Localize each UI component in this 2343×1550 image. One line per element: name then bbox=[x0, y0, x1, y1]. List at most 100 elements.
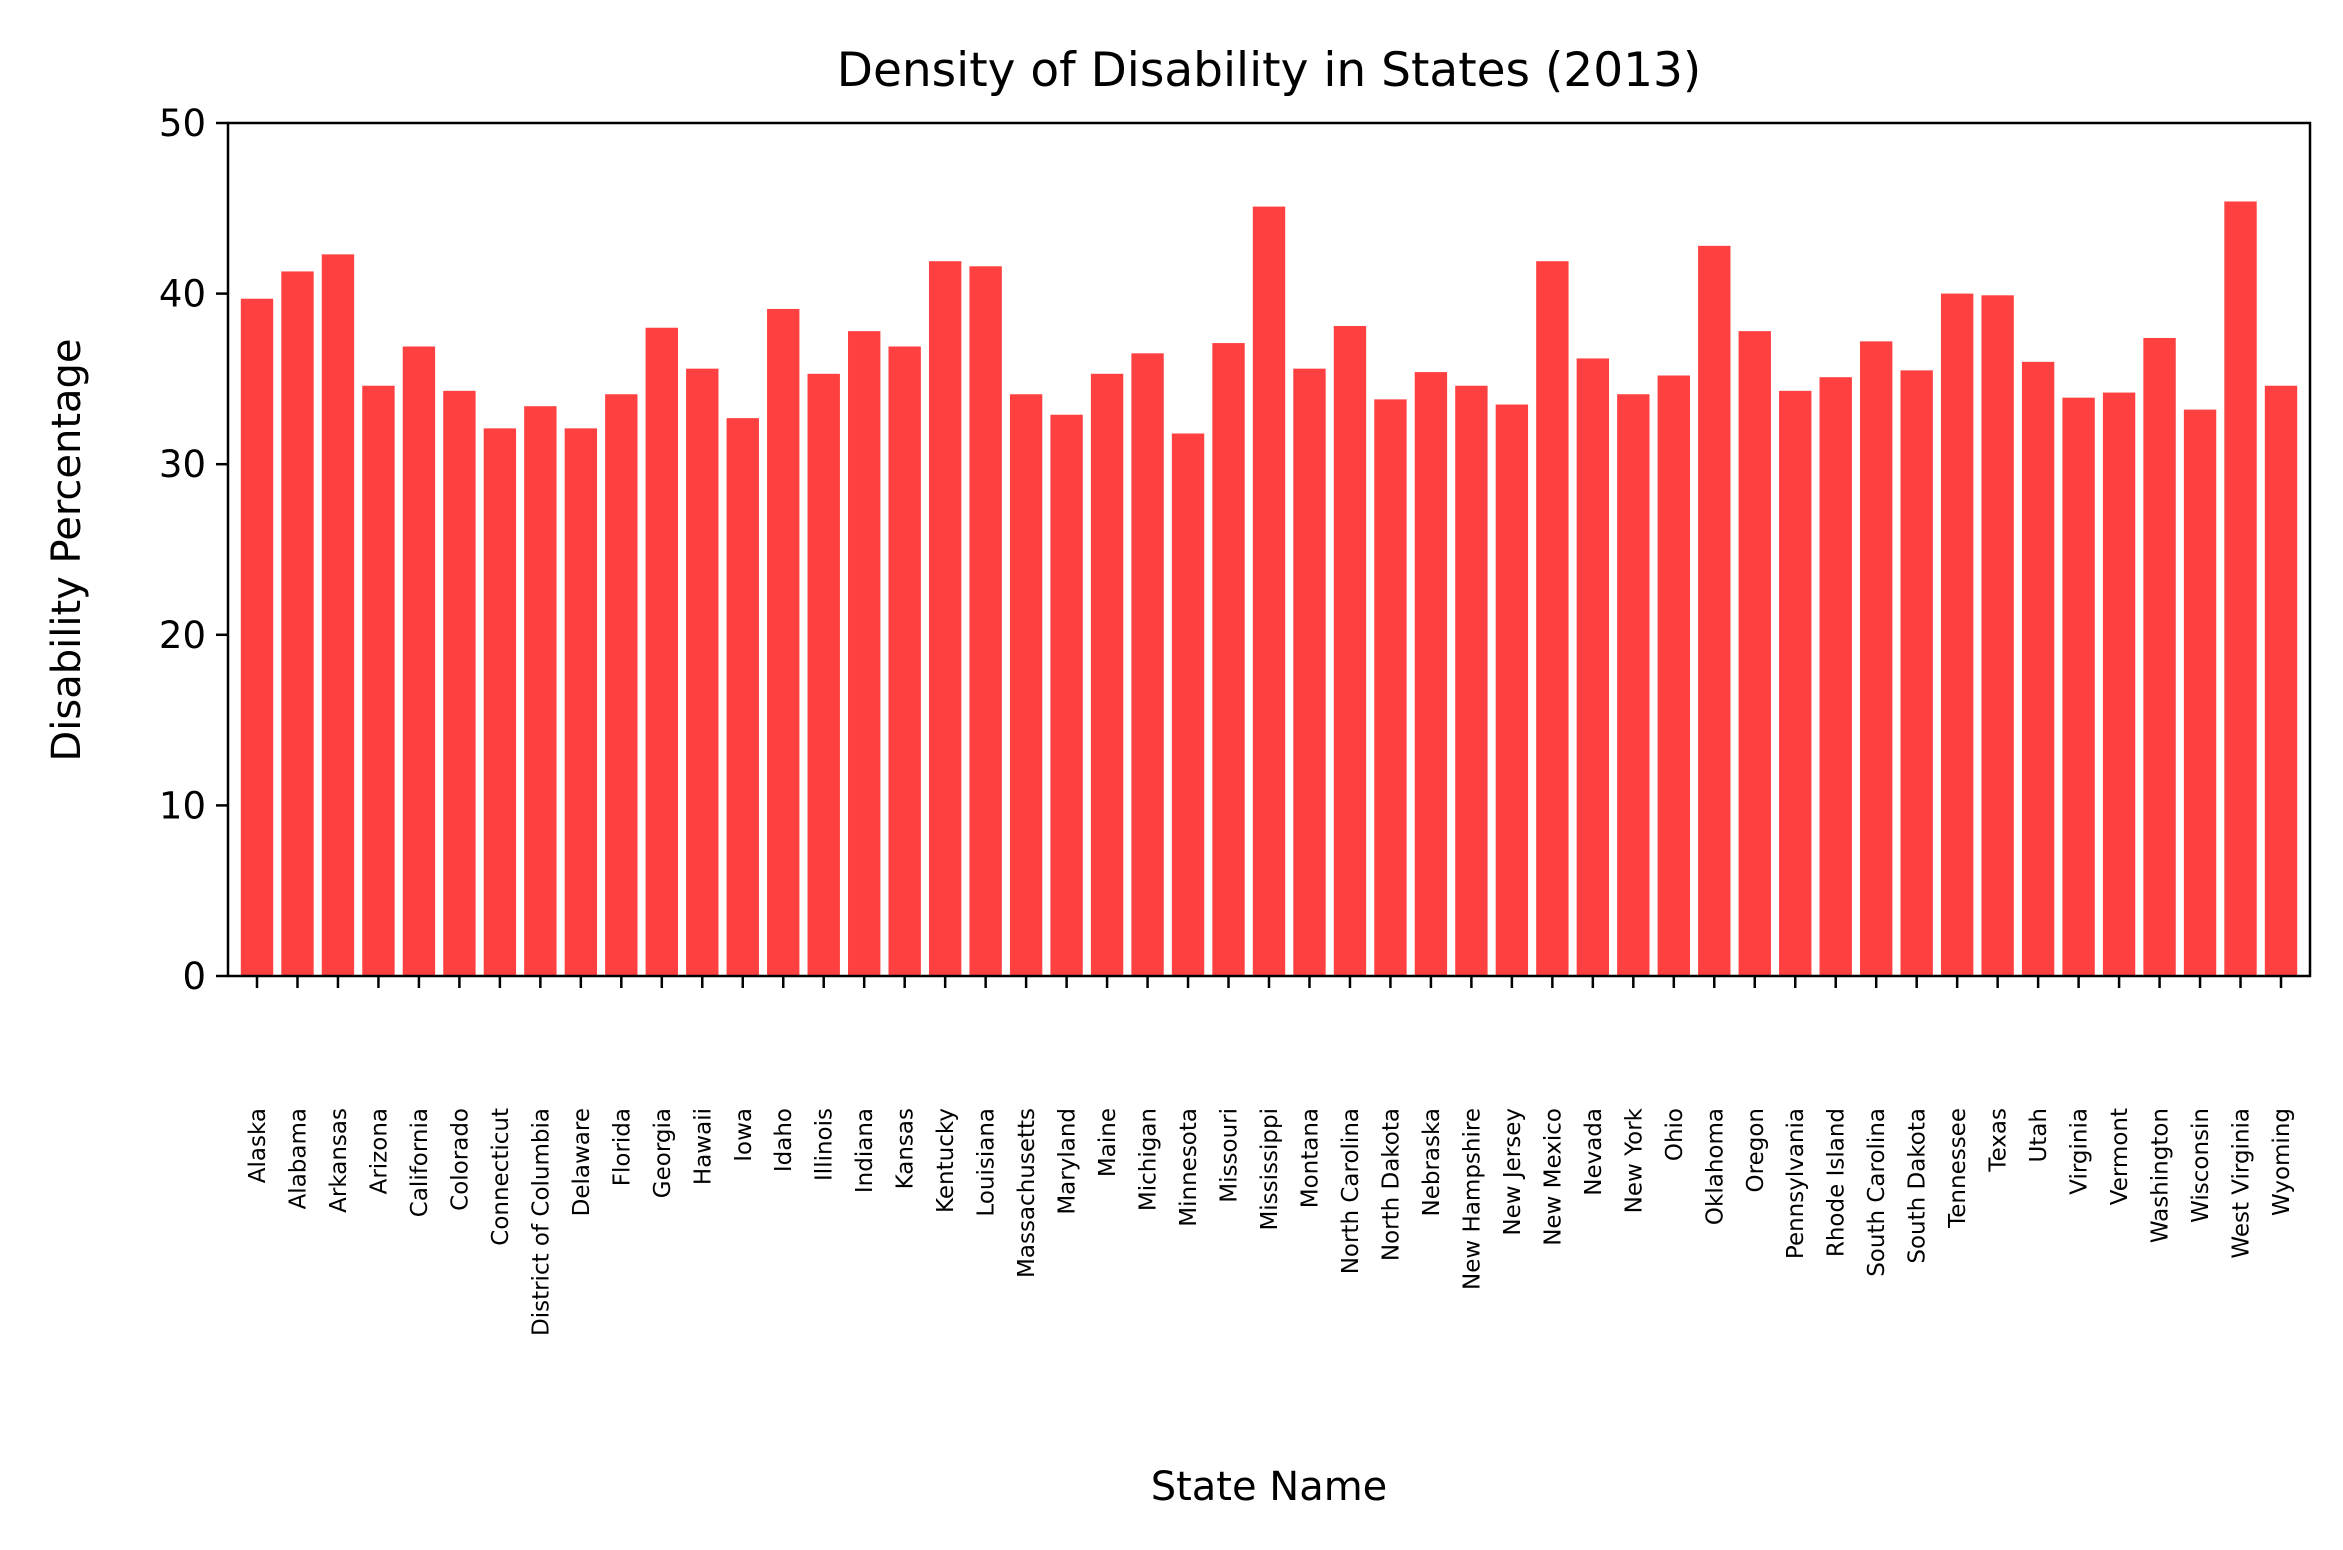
x-tick-label: New Hampshire bbox=[1459, 1108, 1485, 1290]
bar bbox=[848, 331, 881, 976]
bar bbox=[1171, 433, 1205, 976]
x-tick-label: Florida bbox=[609, 1108, 635, 1186]
bar bbox=[2062, 397, 2095, 976]
x-tick-label: Nevada bbox=[1581, 1108, 1607, 1196]
bar bbox=[726, 418, 759, 976]
x-tick-label: New Jersey bbox=[1500, 1108, 1526, 1236]
x-tick-label: Pennsylvania bbox=[1783, 1108, 1809, 1259]
bar bbox=[686, 368, 719, 976]
x-tick-label: North Carolina bbox=[1338, 1108, 1364, 1274]
bar bbox=[281, 271, 314, 976]
bar bbox=[1738, 331, 1771, 976]
chart-title: Density of Disability in States (2013) bbox=[837, 43, 1702, 98]
x-tick-label: Connecticut bbox=[488, 1108, 514, 1246]
x-tick-label: Virginia bbox=[2067, 1108, 2093, 1195]
x-tick-label: Kansas bbox=[893, 1108, 919, 1189]
x-tick-label: Alabama bbox=[285, 1108, 311, 1209]
bar bbox=[1981, 295, 2014, 976]
x-tick-label: Louisiana bbox=[974, 1108, 1000, 1217]
bar bbox=[2264, 385, 2298, 977]
x-tick-label: Montana bbox=[1297, 1108, 1323, 1208]
x-tick-label: Texas bbox=[1986, 1108, 2012, 1173]
x-tick-label: Arkansas bbox=[326, 1108, 352, 1213]
y-tick-label: 50 bbox=[159, 102, 206, 145]
plot-frame bbox=[226, 121, 2312, 978]
bar bbox=[1940, 293, 1974, 977]
x-tick-label: Nebraska bbox=[1419, 1108, 1445, 1217]
x-tick-label: Delaware bbox=[569, 1108, 595, 1216]
bar bbox=[1131, 353, 1164, 976]
bar bbox=[1657, 375, 1690, 976]
bar bbox=[483, 428, 517, 976]
x-tick-label: Ohio bbox=[1662, 1108, 1688, 1161]
x-tick-label: Georgia bbox=[650, 1108, 676, 1198]
bar bbox=[524, 406, 557, 976]
bar bbox=[1090, 373, 1124, 976]
bar bbox=[767, 308, 800, 976]
bar bbox=[807, 373, 840, 976]
bar bbox=[1455, 385, 1488, 977]
y-tick-label: 30 bbox=[159, 443, 206, 486]
bar bbox=[1212, 343, 1245, 976]
bars bbox=[240, 201, 2298, 977]
x-axis-label: State Name bbox=[1151, 1464, 1388, 1510]
x-tick-label: Maryland bbox=[1055, 1108, 1081, 1215]
y-tick-label: 20 bbox=[159, 614, 206, 657]
x-tick-label: South Dakota bbox=[1905, 1108, 1931, 1264]
x-tick-label: Alaska bbox=[245, 1108, 271, 1183]
x-tick-label: Wisconsin bbox=[2188, 1108, 2214, 1223]
x-tick-label: Maine bbox=[1095, 1108, 1121, 1177]
bar bbox=[2021, 361, 2055, 977]
y-axis-label: Disability Percentage bbox=[44, 338, 90, 761]
bar bbox=[1374, 399, 1407, 976]
bar bbox=[969, 266, 1002, 976]
x-tick-label: Mississippi bbox=[1257, 1108, 1283, 1231]
bar bbox=[1900, 370, 1933, 976]
bar bbox=[1576, 358, 1610, 976]
x-tick-label: Washington bbox=[2148, 1108, 2174, 1243]
bar bbox=[645, 327, 678, 977]
bar bbox=[1414, 372, 1448, 977]
x-tick-label: Tennessee bbox=[1945, 1108, 1971, 1229]
x-tick-label: Hawaii bbox=[690, 1108, 716, 1185]
bar bbox=[2224, 201, 2257, 977]
x-tick-label: New Mexico bbox=[1540, 1108, 1566, 1246]
x-tick-label: Missouri bbox=[1217, 1108, 1243, 1203]
bar bbox=[443, 390, 476, 977]
bar bbox=[605, 394, 638, 976]
bar bbox=[240, 298, 274, 977]
x-tick-label: Rhode Island bbox=[1824, 1108, 1850, 1257]
bar bbox=[888, 346, 921, 976]
x-tick-label: Massachusetts bbox=[1014, 1108, 1040, 1278]
bar bbox=[2102, 392, 2136, 976]
bar bbox=[1050, 414, 1083, 977]
bar bbox=[564, 428, 598, 976]
bar bbox=[321, 254, 355, 977]
x-tick-label: Illinois bbox=[812, 1108, 838, 1181]
bar bbox=[1536, 261, 1569, 976]
x-tick-label: Michigan bbox=[1136, 1108, 1162, 1211]
x-tick-label: District of Columbia bbox=[528, 1108, 554, 1336]
x-tick-label: South Carolina bbox=[1864, 1108, 1890, 1277]
x-tick-label: Minnesota bbox=[1176, 1108, 1202, 1227]
bar bbox=[928, 261, 962, 976]
x-tick-label: Oklahoma bbox=[1702, 1108, 1728, 1225]
x-tick-label: Idaho bbox=[771, 1108, 797, 1172]
x-tick-label: Arizona bbox=[366, 1108, 392, 1194]
bar bbox=[1860, 341, 1893, 976]
bar bbox=[1779, 390, 1812, 977]
x-tick-label: Oregon bbox=[1743, 1108, 1769, 1192]
x-tick-label: West Virginia bbox=[2229, 1108, 2255, 1259]
x-tick-label: Utah bbox=[2026, 1108, 2052, 1163]
x-tick-label: Vermont bbox=[2107, 1108, 2133, 1205]
x-tick-label: Wyoming bbox=[2269, 1108, 2295, 1216]
bar bbox=[362, 385, 395, 977]
y-tick-label: 40 bbox=[159, 273, 206, 316]
bar bbox=[2143, 337, 2176, 977]
bar bbox=[402, 346, 436, 976]
bar bbox=[1617, 394, 1650, 976]
x-tick-label: North Dakota bbox=[1378, 1108, 1404, 1261]
x-tick-label: Colorado bbox=[447, 1108, 473, 1211]
bar bbox=[1495, 404, 1529, 976]
bar bbox=[1819, 377, 1852, 976]
